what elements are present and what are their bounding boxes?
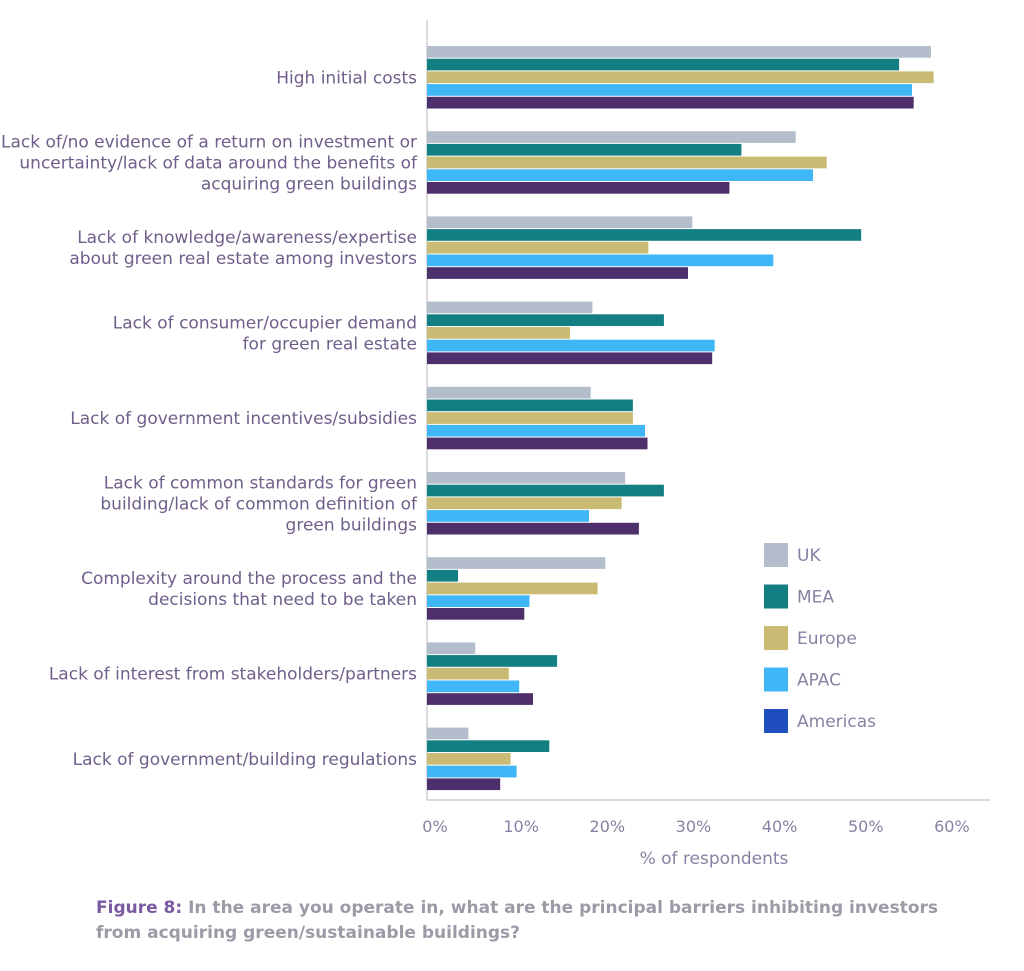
bar-apac (427, 254, 774, 267)
bar-europe (427, 582, 598, 595)
figure-label: Figure 8: (96, 898, 183, 918)
bar-europe (427, 412, 633, 424)
bar-apac (427, 424, 645, 437)
bar-chart: 0% 10% 20% 30% 40% 50% 60% % of respondents High… (1, 20, 990, 869)
bar-uk (427, 301, 593, 314)
category-label: Lack of government/building regulations (73, 750, 417, 770)
bar-europe (427, 327, 570, 339)
category-label: Lack of interest from stakeholders/partn… (49, 665, 417, 685)
bar-americas (427, 437, 648, 450)
bar-europe (427, 156, 827, 169)
bar-uk (427, 216, 693, 229)
bar-apac (427, 339, 715, 352)
bar-europe (427, 497, 622, 510)
legend-label: Europe (797, 629, 857, 649)
bar-americas (427, 182, 730, 194)
category-label: uncertainty/lack of data around the bene… (19, 153, 418, 173)
category-label: decisions that need to be taken (148, 590, 417, 610)
bar-mea (427, 399, 633, 412)
category-label: Complexity around the process and the (81, 569, 417, 589)
category-label: Lack of/no evidence of a return on inves… (1, 132, 417, 152)
x-tick-label: 40% (762, 817, 798, 836)
category-label: Lack of government incentives/subsidies (70, 409, 417, 429)
category-label: Lack of common standards for green (104, 473, 417, 493)
bar-mea (427, 229, 862, 241)
bar-americas (427, 778, 501, 791)
legend-label: Americas (797, 712, 876, 732)
bar-americas (427, 267, 688, 279)
category-label: Lack of consumer/occupier demand (113, 313, 417, 333)
bar-mea (427, 740, 550, 752)
bar-uk (427, 131, 796, 143)
legend-swatch-europe (764, 626, 788, 650)
bar-mea (427, 569, 458, 582)
x-tick-label: 50% (848, 817, 884, 836)
bar-apac (427, 169, 813, 181)
bar-mea (427, 484, 664, 497)
bar-europe (427, 753, 511, 765)
legend-swatch-americas (764, 709, 788, 733)
category-label: acquiring green buildings (201, 174, 417, 194)
bar-americas (427, 522, 639, 535)
bar-uk (427, 472, 626, 484)
bar-uk (427, 642, 476, 655)
x-axis-title: % of respondents (640, 849, 789, 869)
bar-apac (427, 680, 520, 693)
bar-mea (427, 655, 558, 667)
bar-mea (427, 143, 742, 156)
x-tick-label: 30% (676, 817, 712, 836)
bar-americas (427, 96, 914, 109)
legend-swatch-apac (764, 667, 788, 692)
legend-label: UK (797, 546, 821, 566)
bar-uk (427, 46, 931, 58)
legend-label: MEA (797, 588, 834, 608)
bar-europe (427, 71, 934, 84)
bar-apac (427, 765, 517, 778)
x-tick-label: 0% (422, 817, 447, 836)
bar-europe (427, 241, 649, 254)
figure-caption: Figure 8: In the area you operate in, wh… (96, 896, 976, 946)
legend-swatch-uk (764, 543, 788, 567)
bar-apac (427, 84, 912, 96)
category-label: building/lack of common definition of (100, 494, 418, 514)
category-label: Lack of knowledge/awareness/expertise (77, 228, 417, 248)
bar-uk (427, 727, 469, 740)
legend-swatch-mea (764, 584, 788, 609)
x-tick-label: 60% (934, 817, 970, 836)
bar-uk (427, 557, 606, 569)
legend-label: APAC (797, 671, 841, 691)
category-label: High initial costs (276, 68, 417, 88)
x-tick-label: 20% (590, 817, 626, 836)
bar-europe (427, 667, 509, 680)
bar-apac (427, 595, 530, 607)
bar-americas (427, 352, 713, 365)
category-label: about green real estate among investors (69, 249, 417, 269)
bar-apac (427, 510, 589, 522)
bar-mea (427, 314, 664, 326)
category-label: green buildings (286, 515, 418, 535)
category-label: for green real estate (243, 334, 417, 354)
x-tick-label: 10% (503, 817, 539, 836)
bar-uk (427, 386, 591, 399)
caption-text: In the area you operate in, what are the… (96, 898, 939, 943)
bar-mea (427, 58, 900, 71)
bar-americas (427, 608, 525, 620)
bar-americas (427, 693, 533, 705)
